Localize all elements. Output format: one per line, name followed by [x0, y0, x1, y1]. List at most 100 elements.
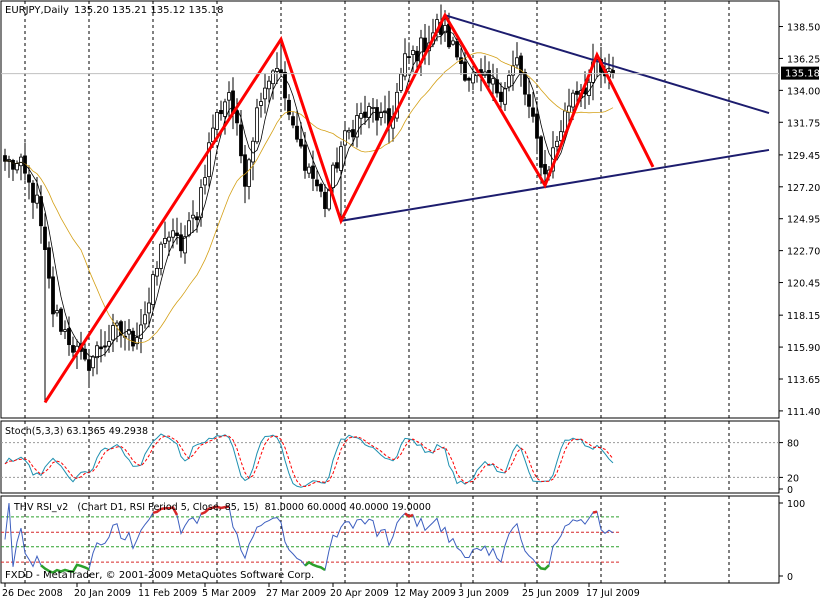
candle-body: [347, 130, 351, 133]
current-price-box: [781, 66, 819, 80]
candle-body: [167, 236, 171, 242]
stoch-tick-label: 0: [787, 485, 793, 496]
time-tick-label: 3 Jun 2009: [458, 588, 509, 599]
candle-body: [71, 345, 75, 353]
candle-body: [259, 101, 263, 106]
rsi-oversold-segment: [40, 560, 550, 574]
stoch-label: Stoch(5,3,3) 63.1365 49.2938: [5, 426, 148, 437]
candle-body: [31, 182, 35, 203]
candle-body: [67, 328, 71, 346]
trendline-lower: [340, 148, 770, 222]
candle-body: [179, 234, 183, 252]
rsi-axis: 100 0: [779, 499, 805, 583]
candle-body: [307, 166, 311, 174]
zigzag-line: [43, 12, 655, 404]
time-tick-label: 27 Mar 2009: [266, 588, 326, 599]
candle-body: [115, 322, 119, 326]
candle-body: [335, 162, 339, 169]
candle-body: [535, 113, 539, 139]
candle-body: [491, 78, 495, 85]
candle-body: [279, 69, 283, 74]
candle-body: [463, 61, 467, 81]
price-tick-label: 124.95: [787, 215, 820, 226]
candle-body: [59, 308, 63, 332]
candle-body: [247, 159, 251, 187]
symbol-label: EURJPY,Daily: [5, 5, 69, 16]
price-tick-label: 134.00: [787, 86, 820, 97]
candle-body: [503, 88, 507, 105]
ohlc-label: 135.20 135.21 135.12 135.18: [74, 5, 224, 16]
candle-body: [151, 274, 155, 305]
candle-body: [267, 80, 271, 90]
candle-body: [411, 50, 415, 55]
price-tick-label: 138.50: [787, 23, 820, 34]
candle-body: [43, 226, 47, 250]
candle-body: [331, 164, 335, 189]
candle-body: [507, 75, 511, 88]
candle-body: [155, 267, 159, 277]
candle-body: [219, 110, 223, 115]
candle-body: [183, 236, 187, 254]
candle-body: [399, 73, 403, 91]
candle-body: [263, 87, 267, 100]
candle-body: [87, 359, 91, 371]
candle-body: [15, 163, 19, 171]
candles: [3, 4, 615, 403]
candle-body: [451, 40, 455, 45]
candle-body: [95, 345, 99, 359]
candle-body: [407, 56, 411, 58]
candle-body: [63, 329, 67, 332]
candle-body: [91, 356, 95, 369]
price-tick-label: 136.25: [787, 54, 820, 65]
price-tick-label: 129.45: [787, 151, 820, 162]
candle-body: [443, 25, 447, 34]
candle-body: [191, 214, 195, 219]
candle-body: [403, 53, 407, 77]
candle-body: [47, 247, 51, 279]
rsi-panel: [0, 495, 780, 584]
candle-body: [239, 124, 243, 157]
candle-body: [271, 70, 275, 85]
candle-body: [223, 101, 227, 117]
stochastic-panel: [0, 420, 780, 494]
footer-copyright: FXDD - MetaTrader, © 2001-2009 MetaQuote…: [5, 570, 314, 581]
candle-body: [187, 220, 191, 236]
candle-body: [355, 115, 359, 138]
vertical-grid: [24, 1, 730, 583]
candle-body: [235, 110, 239, 124]
candle-body: [103, 345, 107, 348]
candle-body: [375, 107, 379, 121]
candle-body: [351, 129, 355, 138]
candle-body: [119, 321, 123, 336]
trendline-upper: [444, 14, 770, 115]
time-tick-label: 26 Dec 2008: [2, 588, 63, 599]
candle-body: [215, 112, 219, 130]
price-tick-label: 120.45: [787, 279, 820, 290]
price-tick-label: 115.90: [787, 343, 820, 354]
candle-body: [315, 179, 319, 187]
price-tick-label: 127.20: [787, 183, 820, 194]
ma-fast-line: [4, 30, 614, 358]
candle-body: [19, 156, 23, 167]
time-tick-label: 25 Jun 2009: [522, 588, 579, 599]
candle-body: [55, 310, 59, 314]
candle-body: [163, 238, 167, 244]
candle-body: [175, 232, 179, 236]
stoch-tick-label: 20: [787, 473, 799, 484]
candle-body: [275, 67, 279, 72]
candle-body: [575, 90, 579, 95]
time-tick-label: 17 Jul 2009: [586, 588, 640, 599]
time-tick-label: 11 Feb 2009: [138, 588, 197, 599]
candle-body: [339, 146, 343, 171]
stoch-main-line: [4, 433, 614, 488]
rsi-overbought-segment: [152, 505, 598, 518]
candle-body: [51, 276, 55, 315]
candle-body: [111, 325, 115, 341]
time-tick-label: 20 Jan 2009: [74, 588, 131, 599]
candle-body: [207, 142, 211, 177]
candle-body: [359, 113, 363, 119]
candle-body: [555, 140, 559, 148]
candle-body: [227, 92, 231, 101]
price-tick-label: 131.75: [787, 118, 820, 129]
